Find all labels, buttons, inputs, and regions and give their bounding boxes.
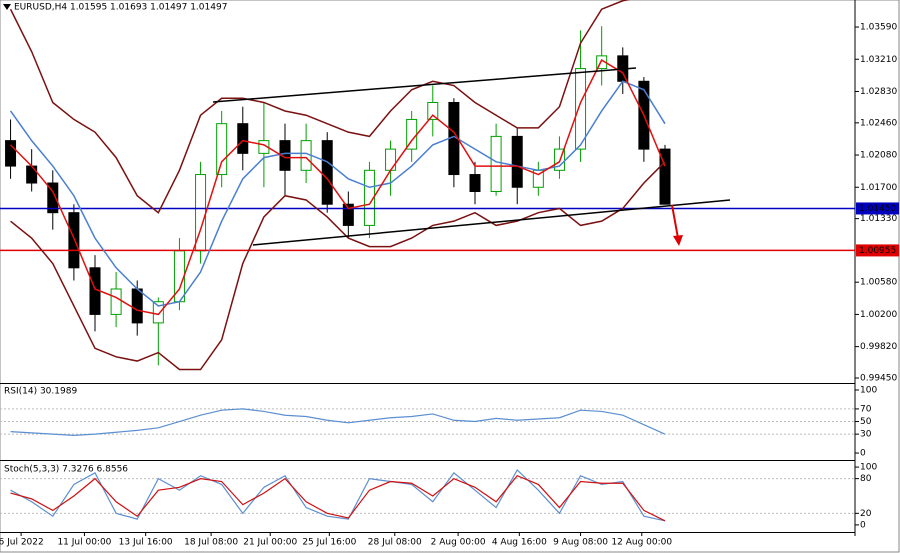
candle-body <box>342 203 354 226</box>
candle-body <box>152 301 164 324</box>
y-tick-label: 0.99450 <box>860 373 897 383</box>
indicator-line <box>10 468 666 522</box>
y-tick-label: 1.00580 <box>860 278 897 288</box>
candle-body <box>490 135 502 192</box>
candle-body <box>131 288 143 324</box>
candle-body <box>596 55 608 70</box>
candle-body <box>321 140 333 205</box>
x-tick-label: 2 Aug 00:00 <box>431 538 486 548</box>
menu-icon <box>3 4 11 10</box>
y-tick-label: 0.99820 <box>860 342 897 352</box>
candle-body <box>258 140 270 154</box>
price-label: 1.00955 <box>859 246 896 256</box>
x-tick-label: 28 Jul 08:00 <box>368 538 422 548</box>
arrow-head <box>673 235 683 246</box>
candle-body <box>575 68 587 150</box>
y-tick-label: 100 <box>860 463 877 473</box>
indicator-line <box>9 0 631 214</box>
candle-body <box>5 140 17 167</box>
candle-body <box>659 148 671 205</box>
y-tick-label: 100 <box>860 385 877 395</box>
price-label-box <box>856 244 899 257</box>
candle-body <box>385 148 397 171</box>
candle-body <box>511 135 523 188</box>
y-tick-label: 80 <box>860 474 872 484</box>
candle-body <box>26 165 38 184</box>
candle-body <box>110 288 122 315</box>
channel-bottom <box>252 199 731 246</box>
x-tick-label: 4 Aug 16:00 <box>492 538 547 548</box>
candle-body <box>427 101 439 120</box>
y-tick-label: 1.01330 <box>860 214 897 224</box>
y-tick-label: 1.02080 <box>860 151 897 161</box>
indicator-line <box>10 161 666 371</box>
indicator-line <box>10 59 666 316</box>
stoch-label: Stoch(5,3,3) 7.3276 6.8556 <box>4 465 128 475</box>
y-tick-label: 1.03590 <box>860 23 897 33</box>
x-tick-label: 21 Jul 00:00 <box>243 538 297 548</box>
price-label: 1.01450 <box>859 204 896 214</box>
candle-body <box>47 182 59 214</box>
y-tick-label: 50 <box>860 417 872 427</box>
channel-top <box>212 67 637 103</box>
x-tick-label: 25 Jul 16:00 <box>302 538 356 548</box>
candle-body <box>68 212 80 269</box>
y-tick-label: 70 <box>860 404 872 414</box>
y-tick-label: 30 <box>860 430 872 440</box>
x-tick-label: 9 Aug 08:00 <box>553 538 608 548</box>
arrow <box>671 204 679 239</box>
indicator-line <box>10 475 666 522</box>
indicator-line <box>9 80 666 307</box>
price-label-box <box>856 202 899 215</box>
x-tick-label: 12 Aug 00:00 <box>611 538 672 548</box>
y-tick-label: 0 <box>860 520 866 530</box>
y-tick-label: 0 <box>860 449 866 459</box>
candle-body <box>237 123 249 154</box>
candle-body <box>363 169 375 226</box>
x-tick-label: 18 Jul 08:00 <box>184 538 238 548</box>
x-tick-label: 13 Jul 16:00 <box>119 538 173 548</box>
y-tick-label: 1.01700 <box>860 183 897 193</box>
rsi-label: RSI(14) 30.1989 <box>4 387 77 397</box>
x-tick-label: 11 Jul 00:00 <box>57 538 111 548</box>
candle-body <box>279 140 291 171</box>
candle-body <box>469 174 481 192</box>
candle-body <box>216 123 228 176</box>
y-tick-label: 20 <box>860 509 872 519</box>
x-tick-label: 6 Jul 2022 <box>0 538 44 548</box>
y-tick-label: 1.02830 <box>860 87 897 97</box>
symbol-header: EURUSD,H4 1.01595 1.01693 1.01497 1.0149… <box>14 3 227 13</box>
indicator-line <box>10 408 666 437</box>
y-tick-label: 1.03210 <box>860 55 897 65</box>
y-tick-label: 1.00200 <box>860 310 897 320</box>
y-tick-label: 1.02460 <box>860 118 897 128</box>
